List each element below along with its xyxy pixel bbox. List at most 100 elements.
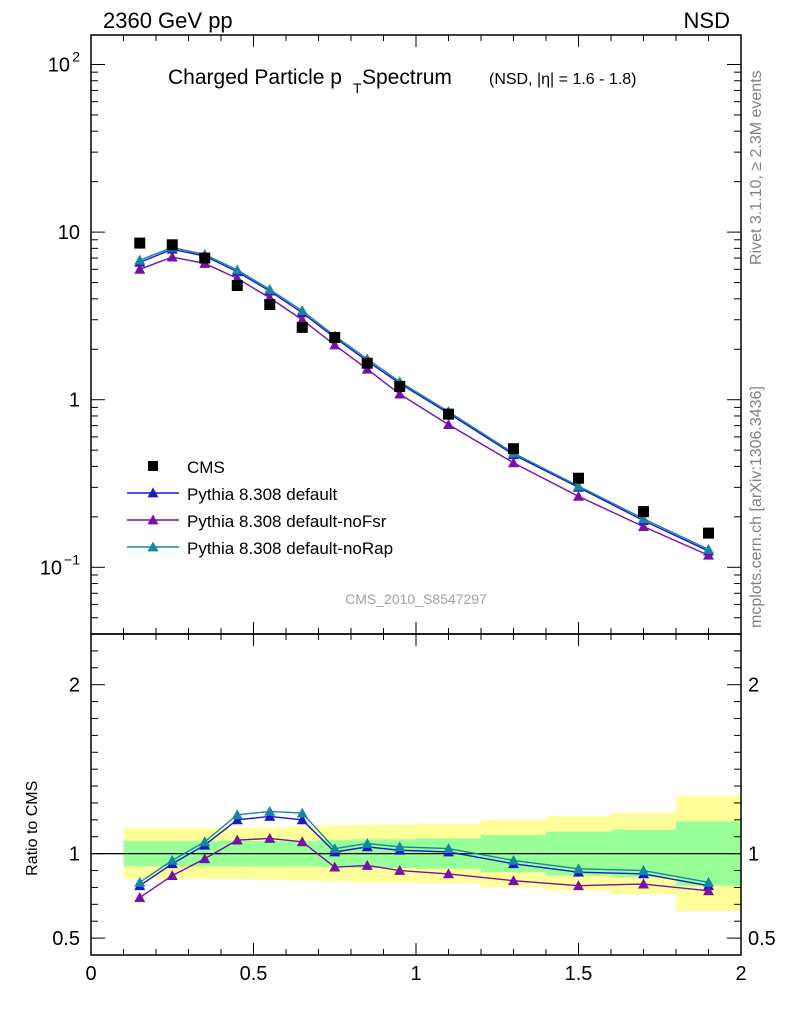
y-tick-exponent: 2 xyxy=(72,49,80,65)
data-point xyxy=(443,408,454,420)
data-point xyxy=(264,298,276,310)
series-point-1 xyxy=(166,251,178,262)
series-point-2 xyxy=(703,543,714,554)
ratio-line-2 xyxy=(139,810,709,884)
ratio-point-1 xyxy=(703,885,714,896)
ratio-y-tick-label-right: 0.5 xyxy=(748,928,776,950)
series-point-2 xyxy=(638,513,649,524)
chart-title-rest: Spectrum xyxy=(362,66,452,89)
data-point xyxy=(573,472,584,484)
series-point-1 xyxy=(508,457,519,468)
ratio-line-0 xyxy=(139,815,709,887)
ratio-point-1 xyxy=(296,836,308,847)
ratio-point-1 xyxy=(638,878,649,889)
legend-label-data: CMS xyxy=(187,458,225,477)
legend-label-1: Pythia 8.308 default-noFsr xyxy=(187,512,387,531)
series-point-1 xyxy=(638,521,649,531)
ratio-point-2 xyxy=(361,837,373,848)
series-point-1 xyxy=(443,419,454,430)
ratio-point-1 xyxy=(573,880,584,891)
ratio-point-1 xyxy=(394,865,406,875)
legend-marker-2 xyxy=(147,541,159,552)
series-line-1 xyxy=(139,256,709,556)
data-point xyxy=(134,237,146,249)
series-point-2 xyxy=(264,283,276,294)
data-point xyxy=(199,252,211,264)
ratio-point-0 xyxy=(231,814,243,825)
ratio-y-tick-label: 0.5 xyxy=(52,928,80,950)
y-tick-exponent: −1 xyxy=(64,551,80,567)
legend-marker-data xyxy=(148,461,158,471)
legend-label-2: Pythia 8.308 default-noRap xyxy=(187,539,393,558)
data-point xyxy=(703,527,714,539)
ratio-point-1 xyxy=(231,834,243,845)
ratio-point-2 xyxy=(231,809,243,820)
series-point-2 xyxy=(296,305,308,316)
ratio-point-1 xyxy=(264,832,276,843)
x-tick-label: 1.5 xyxy=(565,963,593,985)
x-tick-label: 0 xyxy=(85,963,96,985)
ratio-y-tick-label: 1 xyxy=(69,844,80,866)
ratio-line-1 xyxy=(139,837,709,899)
ratio-point-2 xyxy=(166,854,178,865)
ratio-point-1 xyxy=(134,892,146,902)
data-point xyxy=(296,321,308,333)
chart-title: Charged Particle p xyxy=(168,66,342,89)
chart-title-subscript: T xyxy=(353,80,362,96)
ratio-point-2 xyxy=(199,836,211,847)
ratio-point-1 xyxy=(166,870,178,880)
ratio-point-2 xyxy=(638,865,649,875)
legend-marker-1 xyxy=(147,514,159,525)
series-point-1 xyxy=(296,314,308,325)
ratio-point-1 xyxy=(508,875,519,886)
ratio-point-2 xyxy=(394,841,406,852)
data-point xyxy=(508,443,519,455)
data-point xyxy=(231,280,243,292)
x-tick-label: 2 xyxy=(735,963,746,985)
series-point-1 xyxy=(134,263,146,274)
series-point-2 xyxy=(231,264,243,275)
ratio-frame-border xyxy=(90,633,742,956)
data-point xyxy=(361,357,373,369)
ratio-point-2 xyxy=(134,876,146,887)
ratio-y-axis-label: Ratio to CMS xyxy=(24,781,41,876)
x-tick-label: 0.5 xyxy=(240,963,268,985)
ratio-point-2 xyxy=(508,854,519,865)
header-left: 2360 GeV pp xyxy=(103,8,233,33)
ratio-point-1 xyxy=(443,868,454,879)
series-point-1 xyxy=(394,388,406,399)
data-point xyxy=(638,506,649,518)
analysis-watermark: CMS_2010_S8547297 xyxy=(345,591,487,607)
data-point xyxy=(166,239,178,251)
ratio-y-tick-label: 2 xyxy=(69,675,80,697)
chart-title-note: (NSD, |η| = 1.6 - 1.8) xyxy=(489,71,636,88)
header-right: NSD xyxy=(683,8,730,33)
ratio-point-2 xyxy=(443,843,454,853)
series-point-1 xyxy=(573,490,584,501)
y-tick-label: 10 xyxy=(48,55,70,77)
ratio-point-2 xyxy=(329,843,341,853)
ratio-point-2 xyxy=(703,876,714,887)
series-line-0 xyxy=(139,248,709,552)
ratio-y-tick-label-right: 2 xyxy=(748,675,759,697)
ratio-point-2 xyxy=(296,807,308,818)
ratio-point-0 xyxy=(264,810,276,821)
y-tick-label: 10 xyxy=(40,557,62,579)
data-point xyxy=(394,380,406,392)
data-point xyxy=(329,332,341,344)
rivet-label: Rivet 3.1.10, ≥ 2.3M events xyxy=(748,70,765,265)
ratio-y-tick-label-right: 1 xyxy=(748,844,759,866)
ratio-point-0 xyxy=(296,814,308,825)
series-point-1 xyxy=(329,339,341,350)
series-point-2 xyxy=(573,480,584,491)
ratio-point-2 xyxy=(264,805,276,816)
legend-marker-0 xyxy=(147,487,159,498)
mcplots-label: mcplots.cern.ch [arXiv:1306.3436] xyxy=(748,386,765,628)
y-tick-label: 1 xyxy=(69,390,80,412)
ratio-point-1 xyxy=(199,853,211,864)
ratio-point-2 xyxy=(573,863,584,874)
series-point-1 xyxy=(703,549,714,560)
